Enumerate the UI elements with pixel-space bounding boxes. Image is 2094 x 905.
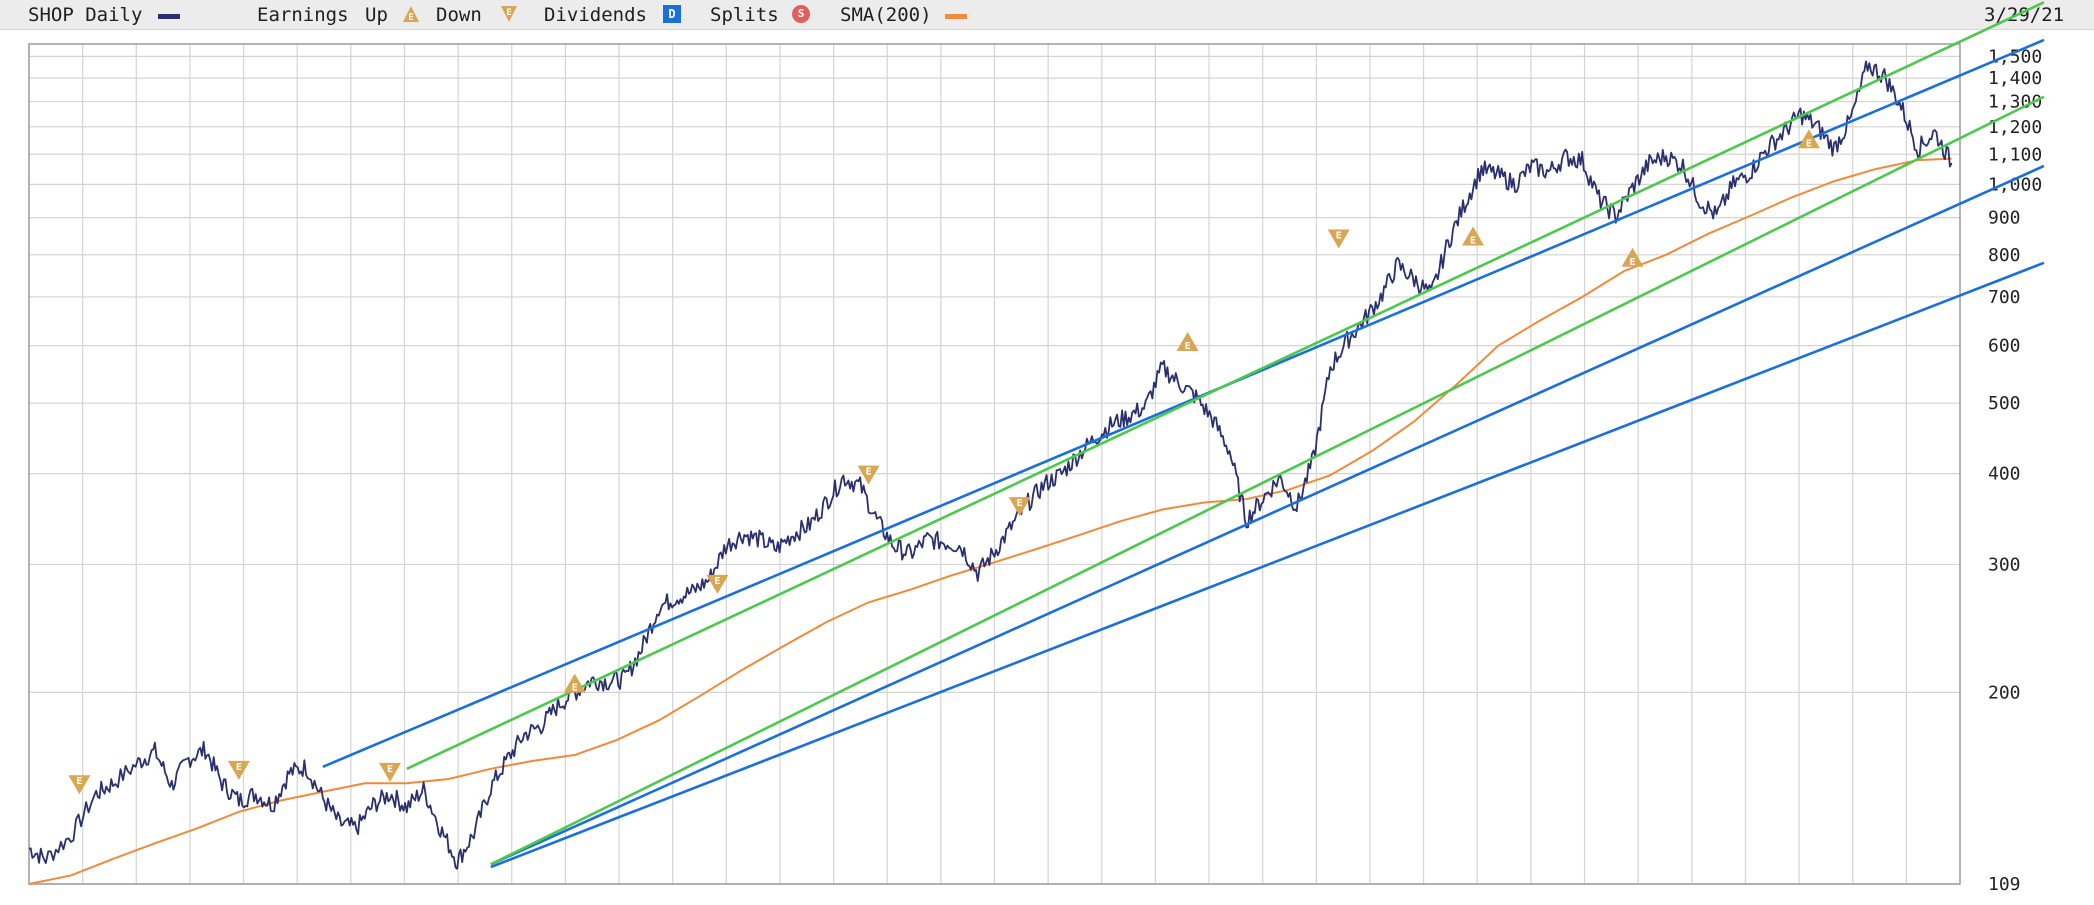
earnings-label: Earnings (257, 4, 349, 26)
splits-icon: S (792, 5, 810, 23)
earnings-marker-letter: E (714, 576, 720, 587)
y-tick-label: 200 (1988, 682, 2021, 703)
trend-lines (322, 1, 2045, 869)
earnings-up-marker: E (1176, 331, 1199, 352)
y-tick-label: 1,300 (1988, 92, 2042, 113)
trend-line-blue-3 (490, 164, 2045, 866)
plot-frame (28, 43, 1961, 885)
y-tick-label: 1,500 (1988, 46, 2042, 67)
earnings-down-icon (706, 574, 729, 594)
earnings-down-icon (227, 760, 250, 780)
earnings-down-label: Down (436, 4, 482, 26)
earnings-marker-letter: E (1806, 138, 1812, 149)
earnings-up-icon (1462, 226, 1485, 246)
earnings-up-icon (563, 673, 586, 693)
earnings-marker-letter: E (866, 467, 872, 478)
earnings-up-icon (1621, 247, 1644, 267)
earnings-marker-letter: E (76, 776, 82, 787)
y-tick-label: 1,000 (1988, 174, 2042, 195)
y-tick-label: 1,100 (1988, 144, 2042, 165)
earnings-down-marker: E (1327, 229, 1350, 249)
earnings-markers: E E E E E E E E E E E E (68, 129, 1820, 795)
price-swatch (158, 14, 180, 19)
dividends-icon: D (663, 5, 681, 23)
earnings-down-marker: E (68, 775, 91, 795)
trend-line-blue-5 (490, 261, 2045, 869)
y-tick-label: 900 (1988, 208, 2021, 229)
sma-swatch (945, 14, 967, 19)
y-tick-label: 1,400 (1988, 68, 2042, 89)
earnings-up-marker: E (1797, 129, 1820, 149)
y-tick-label: 1,200 (1988, 117, 2042, 138)
y-tick-label: 300 (1988, 554, 2021, 575)
vertical-gridlines (82, 44, 1907, 884)
price-layer (28, 60, 1953, 870)
dividends-label: Dividends (544, 4, 647, 26)
trend-line-blue-1 (322, 38, 2045, 769)
y-axis-tick-labels: 109 200 300 400 500 600 700 800 900 1,000 1,100 1,2… (1988, 46, 2042, 895)
symbol-label: SHOP Daily (28, 4, 143, 26)
earnings-down-icon: E (501, 6, 517, 22)
earnings-marker-letter: E (387, 764, 393, 775)
earnings-up-icon (1176, 331, 1199, 351)
earnings-down-icon (1008, 497, 1031, 517)
trend-line-green-2 (406, 1, 2045, 770)
y-tick-label: 400 (1988, 464, 2021, 485)
earnings-up-label: Up (365, 4, 388, 26)
earnings-down-marker: E (379, 762, 402, 782)
earnings-up-icon (1797, 129, 1820, 149)
earnings-down-icon (1327, 229, 1350, 249)
svg-text:E: E (506, 8, 511, 18)
earnings-down-icon (68, 775, 91, 795)
earnings-up-marker: E (1621, 247, 1644, 268)
earnings-up-marker: E (1462, 226, 1485, 247)
svg-text:E: E (408, 13, 413, 23)
earnings-down-marker: E (857, 465, 880, 485)
earnings-marker-letter: E (1470, 236, 1476, 247)
earnings-down-marker: E (706, 574, 729, 594)
y-tick-label: 600 (1988, 336, 2021, 357)
price-line (28, 60, 1953, 870)
earnings-marker-letter: E (1630, 257, 1636, 268)
y-tick-label: 109 (1988, 874, 2021, 895)
earnings-up-icon: E (403, 6, 419, 23)
earnings-down-icon (857, 465, 880, 485)
earnings-marker-letter: E (1336, 231, 1342, 242)
earnings-down-marker: E (1008, 497, 1031, 517)
earnings-marker-letter: E (1185, 341, 1191, 352)
earnings-down-marker: E (227, 760, 250, 780)
earnings-marker-letter: E (1017, 498, 1023, 509)
splits-label: Splits (710, 4, 779, 26)
y-tick-label: 500 (1988, 393, 2021, 414)
earnings-marker-letter: E (572, 683, 578, 694)
trend-line-green-4 (490, 95, 2045, 866)
earnings-down-icon (379, 762, 402, 782)
legend-bar: SHOP Daily Earnings Up E Down E Dividend… (0, 0, 2094, 30)
y-tick-label: 700 (1988, 287, 2021, 308)
sma-label: SMA(200) (840, 4, 932, 26)
earnings-up-marker: E (563, 673, 586, 694)
earnings-marker-letter: E (236, 762, 242, 773)
y-tick-label: 800 (1988, 245, 2021, 266)
